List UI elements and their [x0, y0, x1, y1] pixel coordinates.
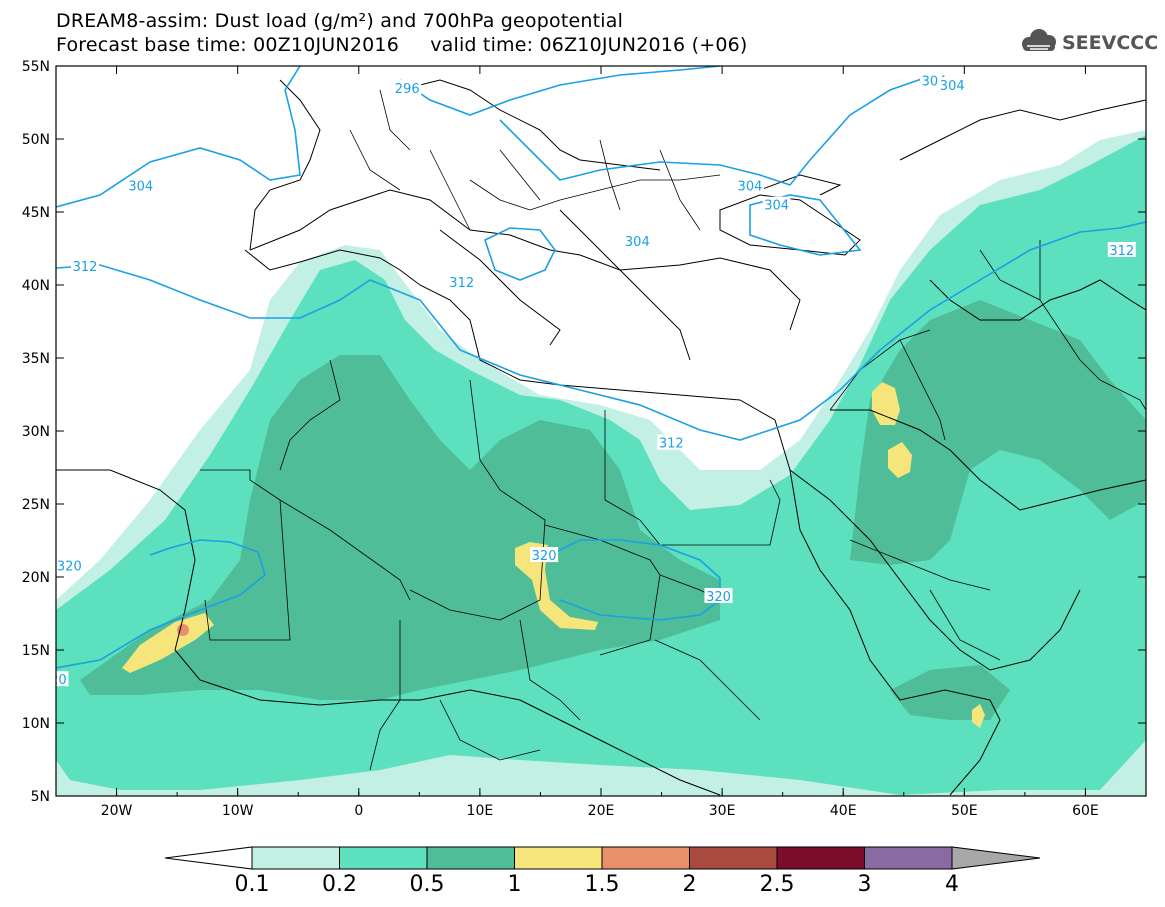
contour-label: 304: [625, 235, 650, 250]
logo-text: SEEVCCC: [1062, 32, 1158, 54]
contour-label: 20: [50, 673, 67, 688]
colorbar-tick-label: 1: [508, 872, 522, 897]
contour-304-east: [499, 75, 931, 186]
contour-label-bg: [393, 79, 422, 95]
colorbar-box: [251, 846, 340, 870]
dust-level-0.5-east: [850, 300, 1146, 565]
geopotential-contours: [56, 66, 1146, 669]
colorbar-low-arrow: [164, 846, 253, 870]
colorbar-labels: 0.1 0.2 0.5 1 1.5 2 2.5 3 4: [235, 872, 960, 897]
lon-tick-label: 10E: [467, 803, 494, 819]
lon-tick-label: 20E: [588, 803, 615, 819]
latitude-axis: 55N 50N 45N 40N 35N 30N 25N 20N 15N 10N 5N: [22, 59, 1146, 805]
lon-tick-label: 10W: [222, 803, 254, 819]
contour-label-bg: [704, 587, 733, 603]
contour-label: 320: [706, 590, 731, 605]
contour-label: 312: [1109, 244, 1134, 259]
dust-level-1-somalia: [972, 704, 985, 728]
contour-312: [56, 221, 1146, 441]
colorbar-box: [339, 846, 428, 870]
lat-tick-label: 35N: [22, 351, 50, 367]
contour-label: 304: [128, 180, 153, 195]
contour-label-bg: [762, 196, 791, 212]
contour-296: [399, 66, 721, 116]
valid-time-label: valid time: 06Z10JUN2016 (+06): [430, 34, 748, 56]
contour-304-blacksea: [749, 194, 862, 256]
contour-label: 312: [659, 437, 684, 452]
colorbar-box: [514, 846, 603, 870]
lat-tick-label: 30N: [22, 424, 50, 440]
contour-304-italy: [484, 227, 556, 281]
lat-tick-label: 40N: [22, 278, 50, 294]
dust-level-1-senegal: [122, 613, 214, 673]
colorbar-box: [426, 846, 515, 870]
contour-label-bg: [623, 233, 652, 249]
contour-label-bg: [126, 177, 155, 193]
colorbar-tick-label: 0.5: [410, 872, 445, 897]
contour-label-bg: [56, 671, 69, 687]
lat-tick-label: 25N: [22, 497, 50, 513]
contour-label-group: 2963043043043043043043123123123123203203…: [50, 72, 1136, 688]
lon-tick-label: 40E: [830, 803, 857, 819]
lat-tick-label: 20N: [22, 570, 50, 586]
colorbar-box: [864, 846, 953, 870]
longitude-axis: 20W 10W 0 10E 20E 30E 40E 50E 60E: [55, 66, 1147, 819]
lon-tick-label: 0: [354, 803, 363, 819]
contour-label-bg: [938, 76, 967, 92]
colorbar-tick-label: 1.5: [585, 872, 620, 897]
contour-320-east: [539, 539, 721, 621]
contour-label-bg: [447, 274, 476, 290]
lon-tick-label: 20W: [101, 803, 133, 819]
seevccc-logo: SEEVCCC: [1022, 29, 1158, 54]
lat-tick-label: 10N: [22, 716, 50, 732]
contour-label: 312: [449, 276, 474, 291]
lon-tick-label: 50E: [951, 803, 978, 819]
contour-label-bg: [71, 258, 100, 274]
colorbar-tick-label: 4: [945, 872, 959, 897]
contour-304-west: [56, 66, 301, 208]
contour-label: 312: [73, 260, 98, 275]
contour-label-bg: [530, 547, 559, 563]
coastlines: [56, 79, 1146, 796]
colorbar-boxes: [164, 846, 1041, 870]
colorbar-tick-label: 2.5: [760, 872, 795, 897]
dust-level-1.5-spot: [177, 624, 189, 636]
contour-label-bg: [1107, 241, 1136, 257]
colorbar-box: [776, 846, 865, 870]
contour-320-west: [56, 539, 266, 669]
base-time-label: Forecast base time: 00Z10JUN2016: [56, 34, 399, 56]
country-borders: [200, 89, 1146, 771]
dust-level-1-chad: [515, 542, 598, 630]
colorbar-high-arrow: [951, 846, 1041, 870]
colorbar-tick-label: 2: [683, 872, 697, 897]
dust-level-1-iraq-south: [888, 442, 912, 478]
lon-tick-label: 60E: [1072, 803, 1099, 819]
colorbar-box: [601, 846, 690, 870]
contour-label: 320: [57, 559, 82, 574]
lat-tick-label: 55N: [22, 59, 50, 75]
lat-tick-label: 50N: [22, 132, 50, 148]
forecast-times: Forecast base time: 00Z10JUN2016 valid t…: [56, 35, 748, 55]
contour-label-bg: [735, 177, 764, 193]
contour-label: 320: [532, 549, 557, 564]
contour-label-bg: [56, 557, 84, 573]
contour-label: 304: [940, 79, 965, 94]
colorbar-box: [689, 846, 778, 870]
contour-label: 304: [764, 199, 789, 214]
dust-level-1-iraq-north: [872, 382, 900, 425]
colorbar-tick-label: 0.1: [235, 872, 270, 897]
lat-tick-label: 5N: [31, 789, 50, 805]
lon-tick-label: 30E: [709, 803, 736, 819]
contour-label: 304: [738, 180, 763, 195]
lat-tick-label: 45N: [22, 205, 50, 221]
contour-label: 296: [395, 82, 420, 97]
colorbar-tick-label: 3: [858, 872, 872, 897]
contour-label-bg: [657, 434, 686, 450]
lat-tick-label: 15N: [22, 643, 50, 659]
map-title: DREAM8-assim: Dust load (g/m²) and 700hP…: [56, 10, 624, 32]
colorbar-tick-label: 0.2: [322, 872, 357, 897]
